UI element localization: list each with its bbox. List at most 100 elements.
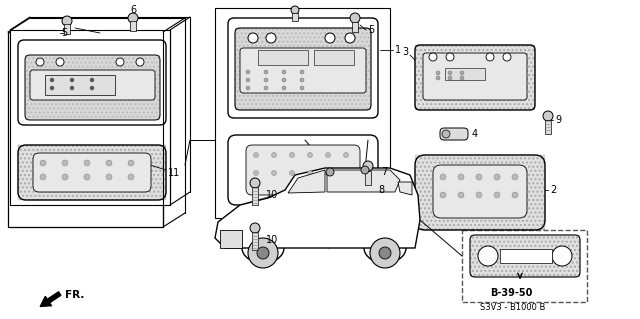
Bar <box>8 32 163 227</box>
Bar <box>352 22 358 32</box>
Circle shape <box>460 76 464 80</box>
Circle shape <box>282 78 286 82</box>
Circle shape <box>248 33 258 43</box>
Bar <box>228 18 378 118</box>
Circle shape <box>478 246 498 266</box>
Text: FR.: FR. <box>65 290 84 300</box>
Text: 1: 1 <box>395 45 401 55</box>
Bar <box>365 171 371 185</box>
Circle shape <box>248 238 278 268</box>
Circle shape <box>436 71 440 75</box>
Circle shape <box>300 70 304 74</box>
Circle shape <box>458 192 464 198</box>
Circle shape <box>90 86 94 90</box>
Circle shape <box>50 86 54 90</box>
Circle shape <box>326 152 330 158</box>
Circle shape <box>253 170 259 175</box>
Bar <box>252 187 258 205</box>
Circle shape <box>300 78 304 82</box>
Circle shape <box>370 238 400 268</box>
Circle shape <box>429 53 437 61</box>
Bar <box>228 135 378 205</box>
Circle shape <box>266 33 276 43</box>
Bar <box>235 28 371 110</box>
Circle shape <box>326 168 334 176</box>
Circle shape <box>325 33 335 43</box>
FancyBboxPatch shape <box>440 128 468 140</box>
Circle shape <box>246 70 250 74</box>
Circle shape <box>106 174 112 180</box>
Bar <box>215 8 390 218</box>
Circle shape <box>361 166 369 174</box>
Circle shape <box>494 174 500 180</box>
Circle shape <box>40 174 46 180</box>
Bar <box>500 249 552 263</box>
Circle shape <box>289 152 294 158</box>
Bar <box>462 230 587 302</box>
Circle shape <box>264 70 268 74</box>
FancyArrowPatch shape <box>40 292 61 307</box>
Circle shape <box>344 170 349 175</box>
Circle shape <box>106 160 112 166</box>
Text: 10: 10 <box>266 235 278 245</box>
Text: 11: 11 <box>168 168 180 178</box>
Circle shape <box>250 178 260 188</box>
Circle shape <box>128 13 138 23</box>
FancyBboxPatch shape <box>423 53 527 100</box>
Circle shape <box>40 160 46 166</box>
Circle shape <box>50 78 54 82</box>
Circle shape <box>379 247 391 259</box>
Text: 5: 5 <box>368 25 374 35</box>
Circle shape <box>70 86 74 90</box>
FancyBboxPatch shape <box>33 153 151 192</box>
Circle shape <box>136 58 144 66</box>
FancyBboxPatch shape <box>30 70 155 100</box>
Circle shape <box>460 71 464 75</box>
Bar <box>10 30 170 205</box>
Bar <box>18 40 166 125</box>
Circle shape <box>436 76 440 80</box>
Circle shape <box>486 53 494 61</box>
Circle shape <box>440 174 446 180</box>
Bar <box>292 13 298 21</box>
Text: 5: 5 <box>61 28 67 38</box>
Polygon shape <box>398 182 412 195</box>
Circle shape <box>448 71 452 75</box>
Circle shape <box>271 170 276 175</box>
Bar <box>314 50 354 65</box>
Circle shape <box>345 33 355 43</box>
Circle shape <box>116 58 124 66</box>
Bar <box>545 120 551 134</box>
Circle shape <box>84 160 90 166</box>
Bar <box>252 232 258 250</box>
Bar <box>18 145 166 200</box>
Circle shape <box>84 174 90 180</box>
Circle shape <box>62 174 68 180</box>
Circle shape <box>350 13 360 23</box>
Bar <box>130 21 136 31</box>
Circle shape <box>448 76 452 80</box>
Circle shape <box>70 78 74 82</box>
Circle shape <box>512 192 518 198</box>
Bar <box>415 45 535 110</box>
FancyBboxPatch shape <box>240 48 366 93</box>
Bar <box>220 230 242 248</box>
Circle shape <box>494 192 500 198</box>
Bar <box>25 55 160 120</box>
Text: 10: 10 <box>266 190 278 200</box>
Circle shape <box>326 170 330 175</box>
Circle shape <box>257 247 269 259</box>
Polygon shape <box>327 170 400 192</box>
Text: 9: 9 <box>555 115 561 125</box>
Circle shape <box>440 192 446 198</box>
Circle shape <box>264 78 268 82</box>
Bar <box>64 24 70 34</box>
Circle shape <box>476 174 482 180</box>
Circle shape <box>344 152 349 158</box>
Circle shape <box>250 223 260 233</box>
Text: 6: 6 <box>130 5 136 15</box>
Circle shape <box>458 174 464 180</box>
Circle shape <box>442 130 450 138</box>
Text: S3V3 - B1000 B: S3V3 - B1000 B <box>480 302 545 311</box>
Circle shape <box>512 174 518 180</box>
